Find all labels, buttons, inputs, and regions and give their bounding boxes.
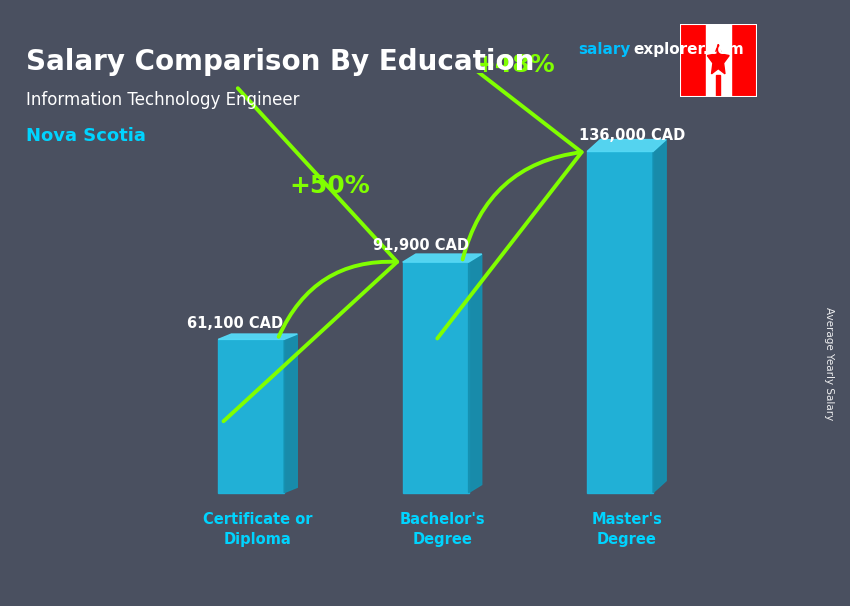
Text: Information Technology Engineer: Information Technology Engineer — [26, 91, 299, 109]
Text: explorer.com: explorer.com — [633, 42, 744, 58]
Polygon shape — [403, 262, 468, 493]
Text: Salary Comparison By Education: Salary Comparison By Education — [26, 48, 534, 76]
Polygon shape — [731, 24, 756, 97]
Polygon shape — [218, 339, 284, 493]
Polygon shape — [468, 254, 482, 493]
Text: 136,000 CAD: 136,000 CAD — [579, 128, 685, 143]
Text: 61,100 CAD: 61,100 CAD — [187, 316, 283, 331]
FancyArrowPatch shape — [395, 8, 581, 339]
Text: Certificate or
Diploma: Certificate or Diploma — [203, 512, 313, 547]
Text: Average Yearly Salary: Average Yearly Salary — [824, 307, 834, 420]
Polygon shape — [218, 334, 298, 339]
Text: Bachelor's
Degree: Bachelor's Degree — [400, 512, 485, 547]
Polygon shape — [706, 24, 731, 97]
Text: Nova Scotia: Nova Scotia — [26, 127, 145, 145]
Polygon shape — [284, 334, 298, 493]
Text: 91,900 CAD: 91,900 CAD — [373, 238, 469, 253]
Text: Master's
Degree: Master's Degree — [592, 512, 662, 547]
Polygon shape — [587, 139, 666, 152]
Polygon shape — [403, 254, 482, 262]
Polygon shape — [707, 44, 729, 74]
Polygon shape — [653, 139, 666, 493]
FancyArrowPatch shape — [224, 88, 397, 421]
Text: +48%: +48% — [474, 53, 555, 77]
Text: +50%: +50% — [290, 173, 371, 198]
Polygon shape — [680, 24, 705, 97]
Text: salary: salary — [578, 42, 631, 58]
Polygon shape — [587, 152, 653, 493]
Polygon shape — [717, 75, 720, 97]
